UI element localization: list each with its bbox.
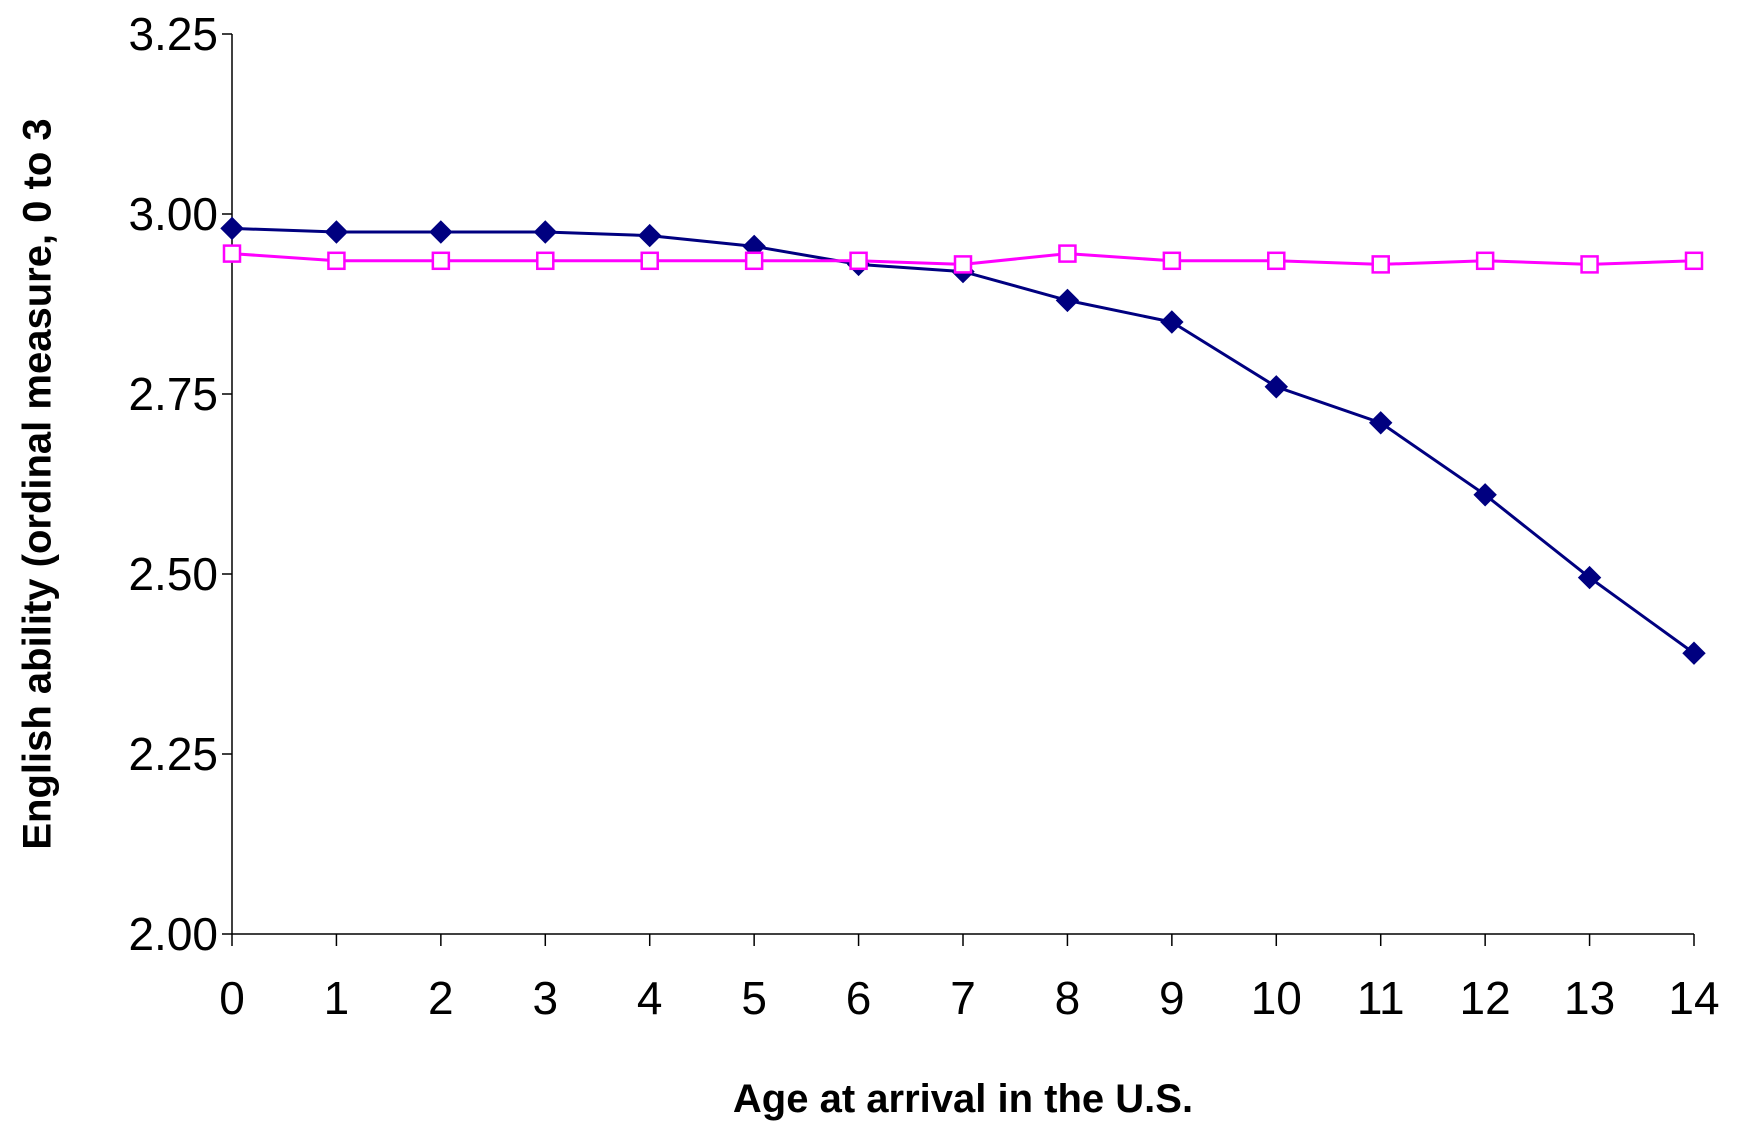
x-tick-label: 4 [637,972,663,1024]
x-tick-label: 5 [741,972,767,1024]
x-tick-label: 9 [1159,972,1185,1024]
y-ticks: 2.00 2.25 2.50 2.75 3.00 3.25 [128,8,232,960]
data-point [1162,251,1182,271]
data-point [1267,251,1286,271]
y-axis-title: English ability (ordinal measure, 0 to 3 [16,118,60,849]
data-point [1369,411,1393,435]
x-tick-label: 10 [1251,972,1302,1024]
data-point [220,216,244,241]
y-tick-label: 2.50 [128,548,218,600]
x-tick-label: 3 [532,972,558,1024]
data-point [1264,375,1288,399]
x-tick-label: 12 [1460,972,1511,1024]
y-tick-label: 2.75 [128,368,218,420]
data-point [1055,288,1080,313]
data-point [533,220,557,244]
data-point [640,251,659,271]
series-2 [222,244,1704,274]
data-point [1577,565,1602,590]
axes [231,34,1694,935]
data-point [1473,483,1497,507]
data-point [1580,255,1599,274]
data-point [1371,255,1390,274]
y-tick-label: 2.00 [128,908,218,960]
x-tick-label: 1 [324,972,350,1024]
data-point [1682,641,1706,665]
data-point [429,220,453,244]
data-point [431,251,451,271]
series-line [231,226,1695,655]
y-tick-label: 3.00 [128,188,218,240]
y-tick-label: 3.25 [128,8,218,60]
data-point [1684,251,1704,271]
x-axis-title: Age at arrival in the U.S. [733,1077,1193,1121]
data-point [638,223,662,248]
x-tick-label: 11 [1357,972,1405,1024]
data-point [1475,251,1495,271]
data-point [953,255,973,274]
data-point [222,244,242,263]
y-tick-label: 2.25 [128,728,218,780]
x-tick-label: 14 [1668,972,1719,1024]
x-tick-label: 0 [219,972,245,1024]
x-tick-label: 13 [1564,972,1615,1024]
data-point [327,251,346,271]
data-point [324,220,349,244]
x-tick-label: 6 [846,972,872,1024]
data-point [1160,310,1184,334]
data-point [849,251,868,271]
x-ticks: 0 1 2 3 4 5 6 7 8 9 10 11 12 13 14 [219,934,1720,1024]
x-tick-label: 7 [950,972,976,1024]
series-1 [220,216,1706,665]
data-point [536,251,555,271]
data-point [1058,244,1077,263]
x-tick-label: 2 [428,972,454,1024]
data-point [744,251,764,271]
series-layer [220,216,1706,665]
x-tick-label: 8 [1055,972,1081,1024]
